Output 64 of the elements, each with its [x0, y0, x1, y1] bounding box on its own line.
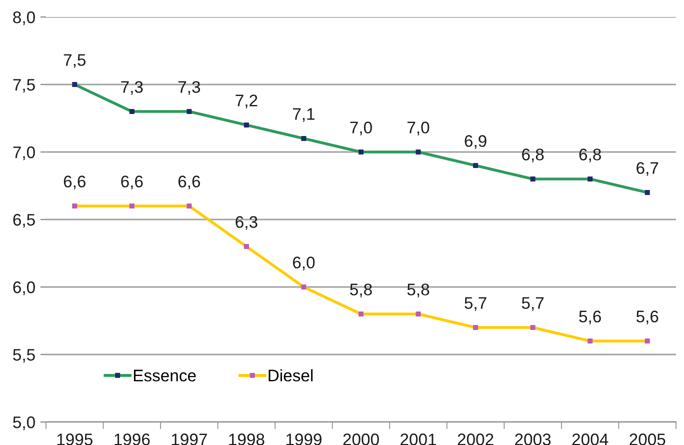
x-tick-label: 2003: [515, 434, 551, 445]
point: [416, 312, 421, 316]
point: [129, 109, 134, 114]
data-label: 6,3: [236, 216, 258, 230]
point: [301, 284, 306, 290]
data-label: 7,0: [350, 122, 372, 136]
point: [644, 190, 650, 195]
data-label: 7,3: [121, 81, 143, 95]
data-label: 7,3: [178, 81, 200, 95]
data-label: 7,0: [408, 122, 430, 136]
data-label: 7,2: [236, 94, 258, 108]
y-tick-label: 7,5: [13, 79, 35, 93]
data-label: 5,7: [464, 297, 486, 311]
point: [301, 136, 306, 141]
y-tick-label: 5,0: [13, 416, 35, 430]
x-tick-label: 2005: [630, 434, 666, 445]
point: [72, 204, 78, 208]
x-tick-label: 2000: [343, 434, 379, 445]
point: [473, 163, 478, 168]
data-label: 6,6: [64, 176, 86, 190]
legend-label: Diesel: [268, 369, 313, 382]
y-tick-label: 6,0: [13, 281, 35, 296]
x-tick-label: 1998: [229, 434, 264, 445]
data-label: 6,6: [121, 176, 143, 190]
legend-label: Essence: [134, 370, 196, 382]
point: [129, 204, 134, 208]
point: [588, 176, 593, 182]
point: [186, 109, 192, 114]
point: [186, 204, 192, 208]
point: [530, 325, 536, 330]
point: [358, 150, 364, 154]
data-label: 5,6: [579, 310, 601, 324]
data-label: 6,0: [292, 256, 315, 270]
data-label: 7,1: [293, 108, 314, 122]
data-label: 6,8: [522, 148, 544, 162]
data-label: 5,7: [522, 297, 544, 311]
point: [244, 244, 249, 249]
y-tick-label: 6,5: [13, 214, 35, 228]
y-tick-label: 5,5: [13, 349, 35, 363]
x-tick-label: 1999: [286, 434, 322, 445]
data-label: 5,6: [636, 310, 658, 324]
data-label: 5,8: [407, 284, 430, 298]
point: [72, 82, 78, 87]
x-tick-label: 1996: [114, 434, 150, 445]
data-label: 6,6: [178, 176, 200, 190]
point: [416, 150, 421, 154]
data-label: 6,9: [464, 135, 486, 149]
x-tick-label: 1997: [172, 434, 207, 445]
point: [244, 122, 249, 128]
x-tick-label: 2002: [458, 434, 494, 445]
point: [358, 312, 364, 316]
point: [588, 338, 593, 344]
data-label: 6,7: [636, 162, 658, 176]
y-tick-label: 8,0: [13, 11, 35, 26]
point: [473, 325, 478, 330]
data-label: 5,8: [350, 284, 372, 298]
data-label: 7,5: [64, 54, 86, 68]
point: [530, 176, 536, 182]
y-tick-label: 7,0: [13, 146, 35, 160]
data-label: 6,8: [579, 148, 601, 162]
x-tick-label: 2004: [572, 434, 608, 445]
point: [644, 338, 650, 344]
x-tick-label: 2001: [400, 434, 436, 445]
x-tick-label: 1995: [57, 434, 92, 445]
